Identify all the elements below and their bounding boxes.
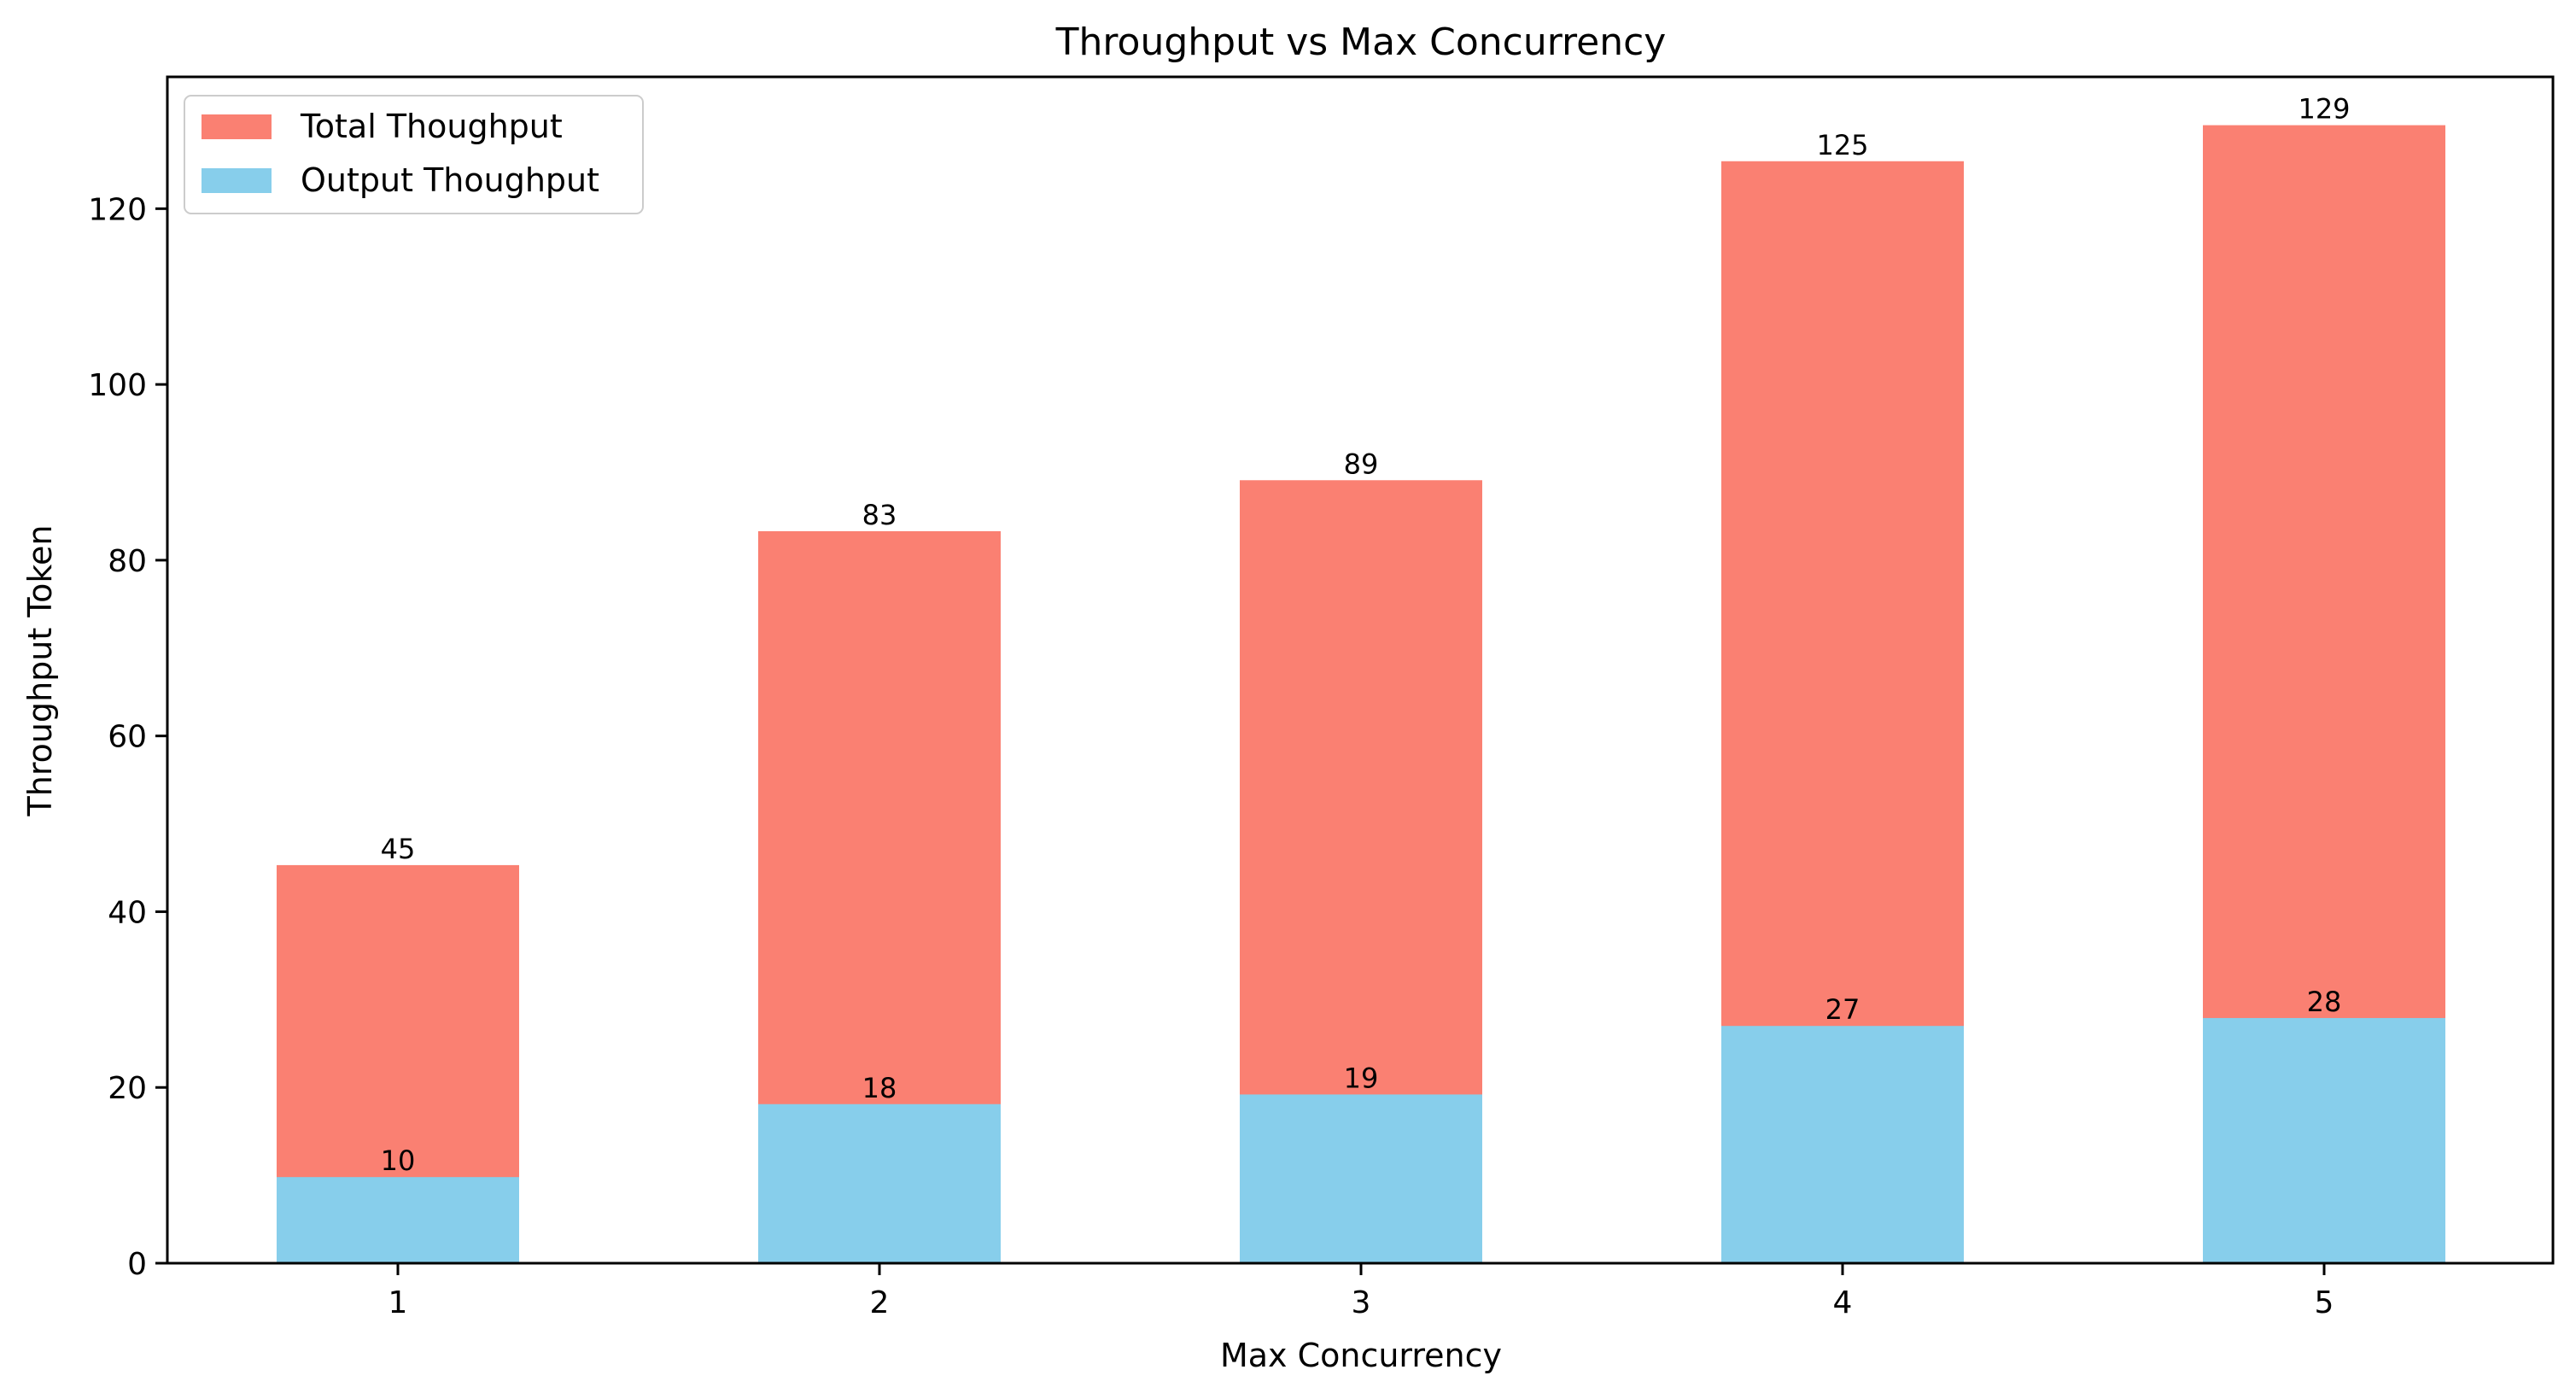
output-bar-4 bbox=[1721, 1026, 1964, 1263]
output-value-label-4: 27 bbox=[1825, 993, 1860, 1026]
legend: Total Thoughput Output Thoughput bbox=[184, 95, 644, 214]
legend-swatch-output bbox=[202, 168, 272, 193]
y-tick-label: 120 bbox=[88, 192, 147, 227]
y-tick-label: 40 bbox=[108, 895, 147, 930]
total-value-label-1: 45 bbox=[381, 833, 416, 865]
total-value-label-2: 83 bbox=[862, 499, 897, 531]
output-bar-2 bbox=[758, 1103, 1001, 1263]
legend-box bbox=[184, 95, 644, 214]
output-value-label-2: 18 bbox=[862, 1072, 897, 1104]
x-axis-label: Max Concurrency bbox=[1220, 1337, 1502, 1374]
x-tick-label: 2 bbox=[870, 1285, 890, 1320]
chart-title: Throughput vs Max Concurrency bbox=[1055, 20, 1667, 64]
x-tick-label: 1 bbox=[388, 1285, 408, 1320]
legend-swatch-total bbox=[202, 114, 272, 139]
x-tick-label: 5 bbox=[2315, 1285, 2334, 1320]
output-bar-5 bbox=[2203, 1017, 2445, 1263]
y-axis-label: Throughput Token bbox=[21, 525, 59, 817]
y-tick-label: 0 bbox=[127, 1247, 147, 1282]
output-bar-1 bbox=[277, 1177, 519, 1263]
legend-label-total: Total Thoughput bbox=[300, 108, 563, 145]
bar-labels-group: 45 83 89 125 129 10 18 19 27 28 bbox=[381, 93, 2351, 1178]
y-tick-label: 80 bbox=[108, 544, 147, 579]
total-value-label-5: 129 bbox=[2298, 93, 2350, 126]
x-tick-label: 4 bbox=[1833, 1285, 1853, 1320]
x-tick-label: 3 bbox=[1352, 1285, 1371, 1320]
bars-group bbox=[277, 125, 2445, 1264]
total-value-label-4: 125 bbox=[1816, 129, 1868, 161]
x-axis: 1 2 3 4 5 bbox=[388, 1263, 2334, 1320]
y-tick-label: 20 bbox=[108, 1071, 147, 1106]
legend-label-output: Output Thoughput bbox=[301, 161, 599, 199]
y-tick-label: 60 bbox=[108, 720, 147, 755]
y-axis: 0 20 40 60 80 100 120 bbox=[88, 192, 167, 1282]
output-bar-3 bbox=[1240, 1094, 1482, 1263]
total-value-label-3: 89 bbox=[1344, 448, 1379, 480]
output-value-label-5: 28 bbox=[2307, 986, 2342, 1018]
output-value-label-3: 19 bbox=[1344, 1062, 1379, 1094]
output-value-label-1: 10 bbox=[381, 1144, 416, 1177]
y-tick-label: 100 bbox=[88, 368, 147, 403]
